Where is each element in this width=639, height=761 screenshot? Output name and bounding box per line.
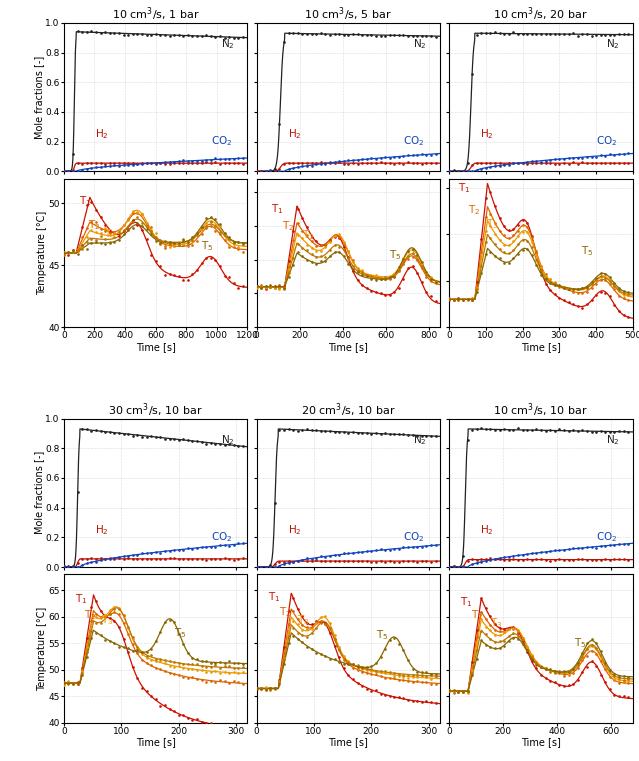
Text: N$_2$: N$_2$ (221, 434, 235, 447)
Text: T$_5$: T$_5$ (581, 244, 594, 258)
Y-axis label: Temperature [°C]: Temperature [°C] (37, 211, 47, 295)
Text: T$_5$: T$_5$ (376, 629, 389, 642)
Text: N$_2$: N$_2$ (606, 38, 620, 52)
Text: T$_1$: T$_1$ (271, 202, 284, 216)
Text: N$_2$: N$_2$ (221, 38, 235, 52)
Y-axis label: Mole fractions [-]: Mole fractions [-] (34, 56, 44, 139)
X-axis label: Time [s]: Time [s] (328, 737, 368, 747)
X-axis label: Time [s]: Time [s] (521, 342, 561, 352)
X-axis label: Time [s]: Time [s] (521, 737, 561, 747)
Text: T$_5$: T$_5$ (201, 239, 214, 253)
Title: 10 cm$^3$/s, 10 bar: 10 cm$^3$/s, 10 bar (493, 401, 589, 419)
Text: T$_3$: T$_3$ (486, 217, 498, 231)
Text: T$_2$: T$_2$ (468, 203, 480, 217)
Text: T$_3$: T$_3$ (302, 228, 315, 243)
Text: CO$_2$: CO$_2$ (211, 135, 232, 148)
Text: H$_2$: H$_2$ (288, 523, 302, 537)
Text: H$_2$: H$_2$ (95, 127, 109, 141)
Text: N$_2$: N$_2$ (606, 434, 620, 447)
Text: T$_2$: T$_2$ (471, 608, 484, 622)
Text: CO$_2$: CO$_2$ (596, 530, 617, 544)
X-axis label: Time [s]: Time [s] (328, 342, 368, 352)
Title: 10 cm$^3$/s, 1 bar: 10 cm$^3$/s, 1 bar (112, 5, 199, 23)
Text: T$_1$: T$_1$ (458, 181, 471, 195)
Text: CO$_2$: CO$_2$ (211, 530, 232, 544)
Text: T$_5$: T$_5$ (174, 626, 187, 640)
Y-axis label: Mole fractions [-]: Mole fractions [-] (34, 451, 44, 534)
Text: N$_2$: N$_2$ (413, 434, 427, 447)
Text: T$_2$: T$_2$ (84, 608, 96, 622)
Text: CO$_2$: CO$_2$ (403, 135, 425, 148)
Text: H$_2$: H$_2$ (481, 127, 494, 141)
Text: T$_1$: T$_1$ (460, 595, 473, 609)
Text: T$_3$: T$_3$ (100, 613, 113, 627)
Text: T$_2$: T$_2$ (88, 218, 100, 232)
Text: H$_2$: H$_2$ (481, 523, 494, 537)
Text: T$_2$: T$_2$ (282, 219, 295, 233)
Text: N$_2$: N$_2$ (413, 38, 427, 52)
X-axis label: Time [s]: Time [s] (135, 342, 176, 352)
Title: 10 cm$^3$/s, 5 bar: 10 cm$^3$/s, 5 bar (304, 5, 392, 23)
X-axis label: Time [s]: Time [s] (135, 737, 176, 747)
Text: T$_2$: T$_2$ (279, 606, 291, 619)
Text: T$_3$: T$_3$ (297, 613, 309, 627)
Text: CO$_2$: CO$_2$ (596, 135, 617, 148)
Text: T$_5$: T$_5$ (574, 636, 587, 650)
Title: 20 cm$^3$/s, 10 bar: 20 cm$^3$/s, 10 bar (301, 401, 396, 419)
Text: T$_3$: T$_3$ (489, 616, 502, 629)
Text: T$_1$: T$_1$ (79, 194, 91, 208)
Text: T$_1$: T$_1$ (75, 593, 88, 607)
Title: 30 cm$^3$/s, 10 bar: 30 cm$^3$/s, 10 bar (108, 401, 203, 419)
Text: H$_2$: H$_2$ (95, 523, 109, 537)
Text: T$_5$: T$_5$ (389, 248, 401, 262)
Y-axis label: Temperature [°C]: Temperature [°C] (37, 607, 47, 691)
Text: T$_3$: T$_3$ (104, 227, 117, 240)
Text: CO$_2$: CO$_2$ (403, 530, 425, 544)
Text: T$_1$: T$_1$ (268, 590, 280, 603)
Text: H$_2$: H$_2$ (288, 127, 302, 141)
Title: 10 cm$^3$/s, 20 bar: 10 cm$^3$/s, 20 bar (493, 5, 589, 23)
